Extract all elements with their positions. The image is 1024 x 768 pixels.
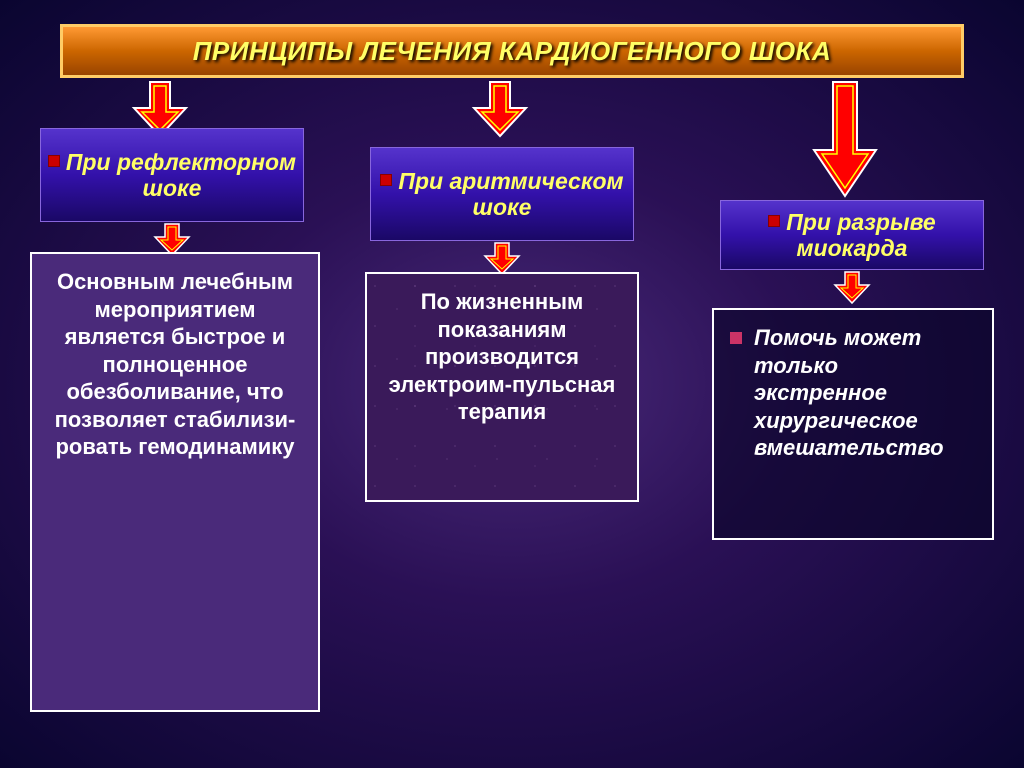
heading-3: При разрыве миокарда <box>725 209 979 262</box>
content-box-2: По жизненным показаниям производится эле… <box>365 272 639 502</box>
bullet-icon <box>768 215 780 227</box>
title-box: ПРИНЦИПЫ ЛЕЧЕНИЯ КАРДИОГЕННОГО ШОКА <box>60 24 964 78</box>
heading-box-3: При разрыве миокарда <box>720 200 984 270</box>
content-box-1: Основным лечебным мероприятием является … <box>30 252 320 712</box>
heading-box-2: При аритмическом шоке <box>370 147 634 241</box>
heading-1: При рефлекторном шоке <box>45 149 299 202</box>
bullet-icon <box>730 332 742 344</box>
content-1: Основным лечебным мероприятием является … <box>42 268 308 461</box>
arrow-down-icon <box>810 80 880 200</box>
bullet-icon <box>380 174 392 186</box>
heading-2: При аритмическом шоке <box>375 168 629 221</box>
content-2: По жизненным показаниям производится эле… <box>377 288 627 426</box>
bullet-icon <box>48 155 60 167</box>
content-box-3: Помочь может только экстренное хирургиче… <box>712 308 994 540</box>
arrow-down-icon <box>470 80 530 140</box>
page-title: ПРИНЦИПЫ ЛЕЧЕНИЯ КАРДИОГЕННОГО ШОКА <box>193 36 832 67</box>
arrow-down-icon <box>832 270 872 306</box>
heading-box-1: При рефлекторном шоке <box>40 128 304 222</box>
content-3: Помочь может только экстренное хирургиче… <box>754 324 976 462</box>
